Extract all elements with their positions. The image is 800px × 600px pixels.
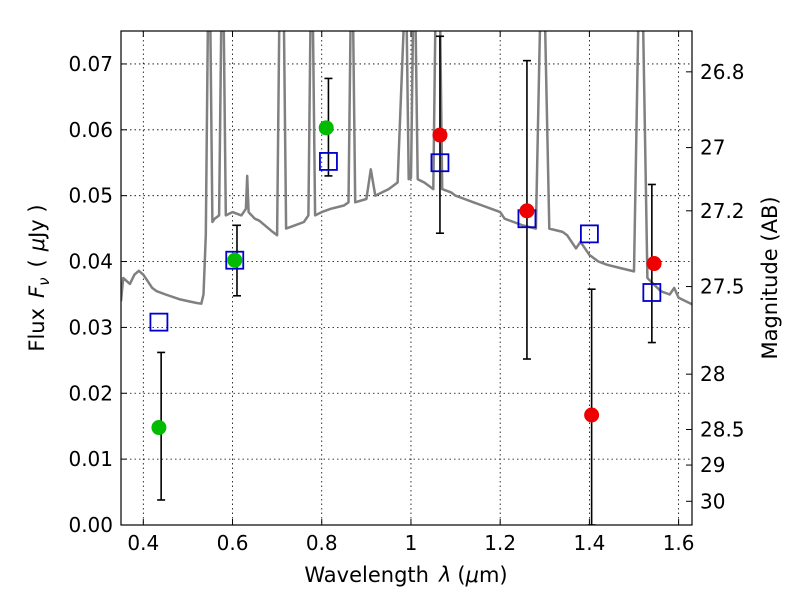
observed-flux-point (227, 252, 243, 268)
x-tick-label: 0.4 (127, 531, 159, 555)
y-tick-label: 0.04 (68, 250, 113, 274)
y2-tick-label: 27 (700, 136, 725, 160)
model-photometry-square (319, 152, 338, 171)
x-tick-label: 0.8 (306, 531, 338, 555)
model-photometry-square (579, 224, 599, 244)
y-tick-label: 0.05 (68, 184, 113, 208)
x-tick-label: 1.4 (573, 531, 605, 555)
x-tick-label: 1 (405, 531, 418, 555)
y2-tick-label: 26.8 (700, 60, 745, 84)
observed-flux-point (432, 127, 448, 143)
y-tick-label: 0.06 (68, 118, 113, 142)
y-axis-label: FluxFν(μJy ) (25, 204, 53, 351)
y-tick-label: 0.07 (68, 52, 113, 76)
model-photometry-square (149, 312, 169, 332)
y2-tick-label: 29 (700, 453, 725, 477)
y2-tick-label: 30 (700, 489, 725, 513)
observed-flux-point (151, 420, 167, 436)
y2-tick-label: 27.5 (700, 275, 745, 299)
y2-tick-label: 28.5 (700, 417, 745, 441)
y-tick-label: 0.00 (68, 513, 113, 537)
plot-frame (120, 30, 693, 526)
observed-flux-point (646, 256, 662, 272)
observed-flux-point (584, 407, 600, 423)
y-tick-label: 0.02 (68, 381, 113, 405)
y-tick-label: 0.01 (68, 447, 113, 471)
y2-axis-label: Magnitude (AB) (758, 196, 782, 359)
model-photometry-square (225, 250, 245, 270)
x-tick-label: 1.2 (484, 531, 516, 555)
x-axis-label: Wavelength λ (μm) (304, 563, 507, 587)
observed-flux-point (519, 203, 535, 219)
x-tick-label: 1.6 (663, 531, 695, 555)
model-photometry-square (642, 283, 662, 302)
y-tick-label: 0.03 (68, 315, 113, 339)
observed-flux-point (318, 120, 334, 136)
x-tick-label: 0.6 (217, 531, 249, 555)
y2-tick-label: 28 (700, 362, 725, 386)
model-photometry-square (430, 153, 450, 173)
y2-tick-label: 27.2 (700, 199, 745, 223)
model-spectrum-line (121, 31, 692, 306)
